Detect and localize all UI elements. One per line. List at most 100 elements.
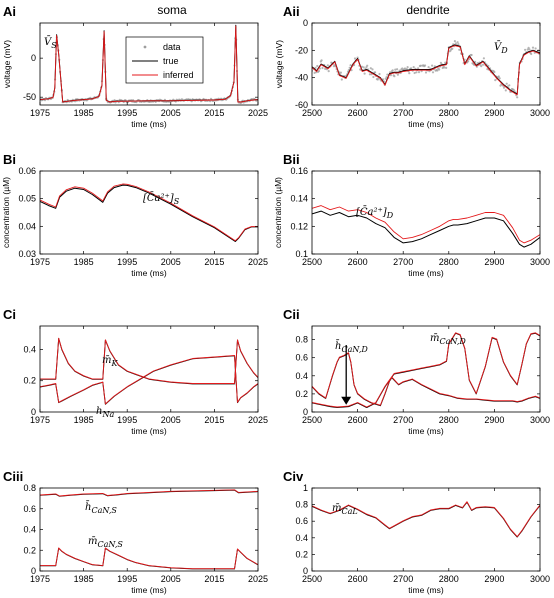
- x-tick-label: 2500: [302, 574, 322, 584]
- x-tick-label: 2500: [302, 415, 322, 425]
- plot-area: [312, 205, 540, 248]
- x-tick-label: 2600: [348, 257, 368, 267]
- x-tick-label: 1995: [117, 574, 137, 584]
- y-tick-label: 0.14: [290, 194, 308, 204]
- data-point: [504, 89, 507, 92]
- panel-civ: Civ 2500 2600 2700 2800 2900 3000 0 0.2 0.4 0.6 0.8…: [283, 469, 550, 595]
- data-point: [412, 66, 415, 69]
- y-tick-label: 0.16: [290, 166, 308, 176]
- data-point: [363, 72, 366, 75]
- y-tick-label: 0.2: [295, 549, 308, 559]
- y-tick-label: 0.8: [295, 500, 308, 510]
- x-tick-label: 1975: [30, 257, 50, 267]
- data-point: [534, 47, 537, 50]
- data-point: [317, 69, 321, 73]
- plot-area: [40, 24, 258, 105]
- axes-frame: [39, 170, 259, 255]
- x-tick-label: 1995: [117, 415, 137, 425]
- panel-aii: Aii 2500 2600 2700 2800 2900 3000 -60 -40 -20 0 tim…: [274, 4, 550, 129]
- data-point: [389, 74, 392, 77]
- data-point: [424, 71, 428, 74]
- series-line-h-can-d-inferred: [312, 352, 540, 406]
- data-point: [527, 46, 530, 49]
- series-line-h-can-s-inferred: [40, 489, 258, 497]
- y-tick-label: 0: [303, 18, 308, 28]
- axes-frame: [39, 487, 259, 572]
- y-tick-label: 0.6: [295, 353, 308, 363]
- data-point: [431, 64, 434, 67]
- y-tick-label: 0.6: [295, 516, 308, 526]
- x-tick-label: 2700: [393, 108, 413, 118]
- panel-cii: Cii 2500 2600 2700 2800 2900 3000 0 0.2 0.4 0.6 0.8…: [283, 307, 550, 436]
- variable-annotation: [C̄a²⁺]D: [356, 206, 394, 220]
- data-point: [445, 66, 448, 69]
- data-point: [436, 69, 439, 72]
- data-point: [505, 82, 508, 85]
- axes-frame: [311, 22, 541, 106]
- x-tick-label: 2700: [393, 257, 413, 267]
- x-tick-label: 1985: [74, 257, 94, 267]
- x-tick-label: 2600: [348, 574, 368, 584]
- data-point: [321, 66, 324, 70]
- data-point: [314, 66, 317, 69]
- y-axis-label: voltage (mV): [274, 40, 284, 88]
- axes-frame: [311, 487, 541, 572]
- x-tick-label: 2900: [484, 257, 504, 267]
- panel-label: Ciii: [3, 469, 23, 484]
- x-tick-label: 2005: [161, 108, 181, 118]
- x-tick-label: 3000: [530, 574, 550, 584]
- x-tick-label: 2005: [161, 257, 181, 267]
- panel-label: Bi: [3, 152, 16, 167]
- data-point: [494, 79, 497, 82]
- axes-frame: [39, 325, 259, 413]
- x-tick-label: 2025: [248, 415, 268, 425]
- plot-area: [40, 337, 258, 405]
- legend-true-label: true: [163, 56, 179, 66]
- data-point: [405, 68, 408, 71]
- variable-annotation: h̄CaN,D: [335, 340, 368, 354]
- x-tick-label: 1975: [30, 415, 50, 425]
- data-point: [398, 69, 401, 72]
- legend-inferred-label: inferred: [163, 70, 194, 80]
- x-axis-label: time (ms): [131, 268, 167, 278]
- x-tick-label: 2900: [484, 415, 504, 425]
- plot-area: [40, 489, 258, 570]
- y-tick-label: 0.03: [18, 249, 36, 259]
- data-point: [394, 68, 397, 71]
- x-tick-label: 3000: [530, 257, 550, 267]
- series-line-m-k-true: [40, 338, 258, 385]
- x-tick-label: 2015: [204, 574, 224, 584]
- y-tick-label: 0.4: [23, 344, 36, 354]
- y-tick-label: 0.4: [23, 525, 36, 535]
- data-point: [456, 41, 459, 44]
- variable-annotation: m̄CaL: [332, 503, 358, 516]
- x-tick-label: 2600: [348, 415, 368, 425]
- data-point: [493, 70, 496, 74]
- y-tick-label: 0.4: [295, 371, 308, 381]
- data-point: [320, 59, 323, 62]
- series-line-inferred: [312, 205, 540, 244]
- data-point: [396, 68, 399, 71]
- data-point: [371, 68, 374, 71]
- x-tick-label: 2015: [204, 257, 224, 267]
- x-tick-label: 3000: [530, 415, 550, 425]
- x-tick-label: 2005: [161, 415, 181, 425]
- data-point: [378, 72, 381, 76]
- x-tick-label: 2005: [161, 574, 181, 584]
- data-point: [349, 64, 352, 67]
- y-tick-label: -20: [295, 45, 308, 55]
- panel-label: Ci: [3, 307, 16, 322]
- x-tick-label: 2900: [484, 574, 504, 584]
- data-point: [403, 67, 407, 70]
- data-point: [348, 66, 351, 69]
- x-tick-label: 2800: [439, 108, 459, 118]
- y-axis-label: concentration (µM): [273, 177, 283, 248]
- y-tick-label: 0: [303, 566, 308, 576]
- data-point: [497, 75, 500, 78]
- data-point: [356, 56, 359, 59]
- data-point: [340, 78, 343, 81]
- variable-annotation: m̄K: [102, 355, 118, 368]
- data-point: [410, 67, 413, 70]
- data-point: [327, 70, 330, 73]
- legend-box: [125, 36, 204, 84]
